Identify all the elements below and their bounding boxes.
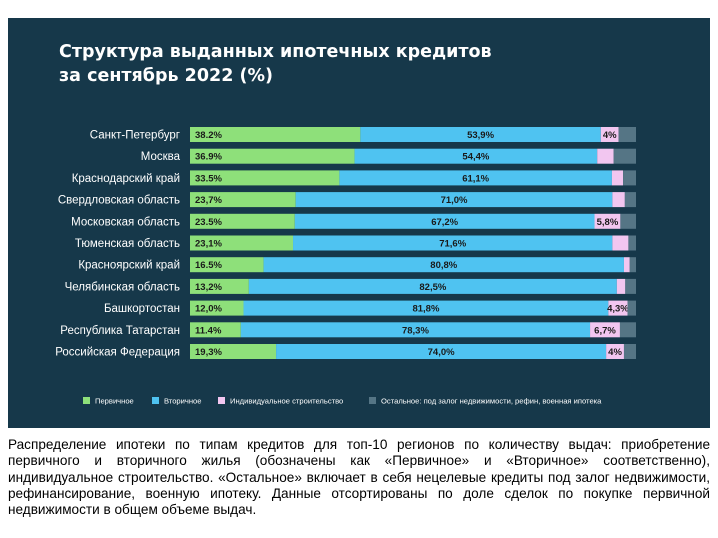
bar-segment-первичное — [190, 170, 340, 186]
bar-segment-остальное — [619, 322, 636, 338]
category-label: Российская Федерация — [55, 347, 180, 359]
bar-segment-вторичное — [243, 300, 609, 316]
bar-segment-индивидуальное-строительство — [616, 278, 626, 294]
chart-title: Структура выданных ипотечных кредитов за… — [59, 40, 492, 88]
legend-swatch — [218, 397, 225, 404]
bar-segment-индивидуальное-строительство — [611, 170, 624, 186]
bar-segment-индивидуальное-строительство — [597, 148, 614, 164]
data-label: 54,4% — [462, 152, 489, 163]
data-label: 80,8% — [430, 260, 457, 271]
chart-caption: Распределение ипотеки по типам кредитов … — [8, 437, 710, 518]
data-label: 13,2% — [195, 282, 222, 293]
category-label: Москва — [141, 151, 181, 163]
bar-segment-остальное — [628, 235, 636, 251]
category-label: Санкт-Петербург — [90, 130, 180, 142]
chart-title-line-2: за сентябрь 2022 (%) — [59, 66, 274, 86]
bar-segment-индивидуальное-строительство — [600, 127, 619, 142]
legend-swatch — [152, 397, 159, 404]
bar-segment-остальное — [624, 192, 636, 208]
bar-segment-остальное — [623, 170, 636, 186]
category-label: Тюменская область — [75, 238, 180, 250]
data-label: 82,5% — [419, 282, 446, 293]
data-label: 23,7% — [195, 195, 222, 206]
legend-label: Индивидуальное строительство — [230, 397, 343, 406]
data-label: 12,0% — [195, 304, 222, 315]
bar-segment-индивидуальное-строительство — [612, 235, 629, 251]
data-label: 4% — [608, 347, 622, 358]
bar-segment-первичное — [190, 127, 361, 142]
chart-title-line-1: Структура выданных ипотечных кредитов — [59, 42, 492, 62]
data-label: 38.2% — [195, 130, 222, 141]
data-label: 53,9% — [467, 130, 494, 141]
legend-label: Вторичное — [164, 397, 202, 406]
category-label: Башкортостан — [104, 303, 180, 315]
bar-segment-первичное — [190, 213, 295, 229]
data-label: 71,6% — [439, 239, 466, 250]
legend-label: Первичное — [95, 397, 134, 406]
bar-segment-индивидуальное-строительство — [612, 192, 625, 208]
bar-segment-первичное — [190, 235, 294, 251]
data-label: 33.5% — [195, 173, 222, 184]
bar-segment-первичное — [190, 322, 241, 338]
data-label: 71,0% — [441, 195, 468, 206]
bar-area: Санкт-Петербург 38.2% 53,9% 4% Москва 36.9% 54… — [55, 127, 636, 359]
bar-segment-индивидуальное-строительство — [594, 213, 621, 229]
bar-segment-вторичное — [248, 278, 617, 294]
category-label: Красноярский край — [78, 260, 180, 272]
category-label: Республика Татарстан — [60, 325, 180, 337]
bar-segment-вторичное — [294, 213, 595, 229]
data-label: 67,2% — [431, 217, 458, 228]
bar-segment-остальное — [629, 257, 636, 273]
bar-segment-первичное — [190, 278, 249, 294]
category-label: Краснодарский край — [72, 173, 180, 185]
chart-panel: Структура выданных ипотечных кредитов за… — [8, 18, 710, 428]
category-label: Московская область — [71, 216, 180, 228]
bar-segment-индивидуальное-строительство — [623, 257, 630, 273]
bar-segment-остальное — [620, 213, 636, 229]
bar-segment-индивидуальное-строительство — [608, 300, 628, 316]
category-label: Свердловская область — [58, 195, 180, 207]
bar-segment-вторичное — [240, 322, 591, 338]
bar-segment-первичное — [190, 148, 355, 164]
chart-legend: Первичное Вторичное Индивидуальное строите… — [83, 397, 602, 406]
bar-segment-вторичное — [263, 257, 624, 273]
bar-segment-остальное — [613, 148, 636, 164]
data-label: 74,0% — [428, 347, 455, 358]
bar-segment-вторичное — [360, 127, 601, 142]
bar-segment-индивидуальное-строительство — [606, 344, 624, 359]
data-label: 19,3% — [195, 347, 222, 358]
legend-swatch — [83, 397, 90, 404]
data-label: 5,8% — [597, 217, 619, 228]
data-label: 81,8% — [412, 304, 439, 315]
data-label: 6,7% — [594, 325, 616, 336]
bar-segment-остальное — [625, 278, 636, 294]
bar-segment-вторичное — [295, 192, 613, 208]
bar-segment-вторичное — [339, 170, 612, 186]
bar-segment-вторичное — [276, 344, 607, 359]
bar-segment-вторичное — [354, 148, 598, 164]
data-label: 36.9% — [195, 152, 222, 163]
bar-segment-первичное — [190, 257, 264, 273]
bar-segment-остальное — [623, 344, 636, 359]
data-label: 23,1% — [195, 239, 222, 250]
bar-segment-остальное — [618, 127, 636, 142]
data-label: 16.5% — [195, 260, 222, 271]
data-label: 78,3% — [402, 325, 429, 336]
legend-swatch — [369, 397, 376, 404]
bar-segment-индивидуальное-строительство — [590, 322, 620, 338]
data-label: 61,1% — [462, 173, 489, 184]
legend-label: Остальное: под залог недвижимости, рефин… — [381, 397, 602, 406]
data-label: 4% — [603, 130, 617, 141]
data-label: 4,3% — [607, 304, 629, 315]
data-label: 23.5% — [195, 217, 222, 228]
bar-segment-остальное — [627, 300, 636, 316]
bar-segment-первичное — [190, 344, 277, 359]
bar-segment-первичное — [190, 300, 244, 316]
stacked-bar-chart: Санкт-Петербург 38.2% 53,9% 4% Москва 36.9% 54… — [55, 127, 636, 406]
category-label: Челябинская область — [65, 281, 180, 293]
data-label: 11.4% — [195, 325, 222, 336]
bar-segment-первичное — [190, 192, 296, 208]
bar-segment-вторичное — [293, 235, 613, 251]
